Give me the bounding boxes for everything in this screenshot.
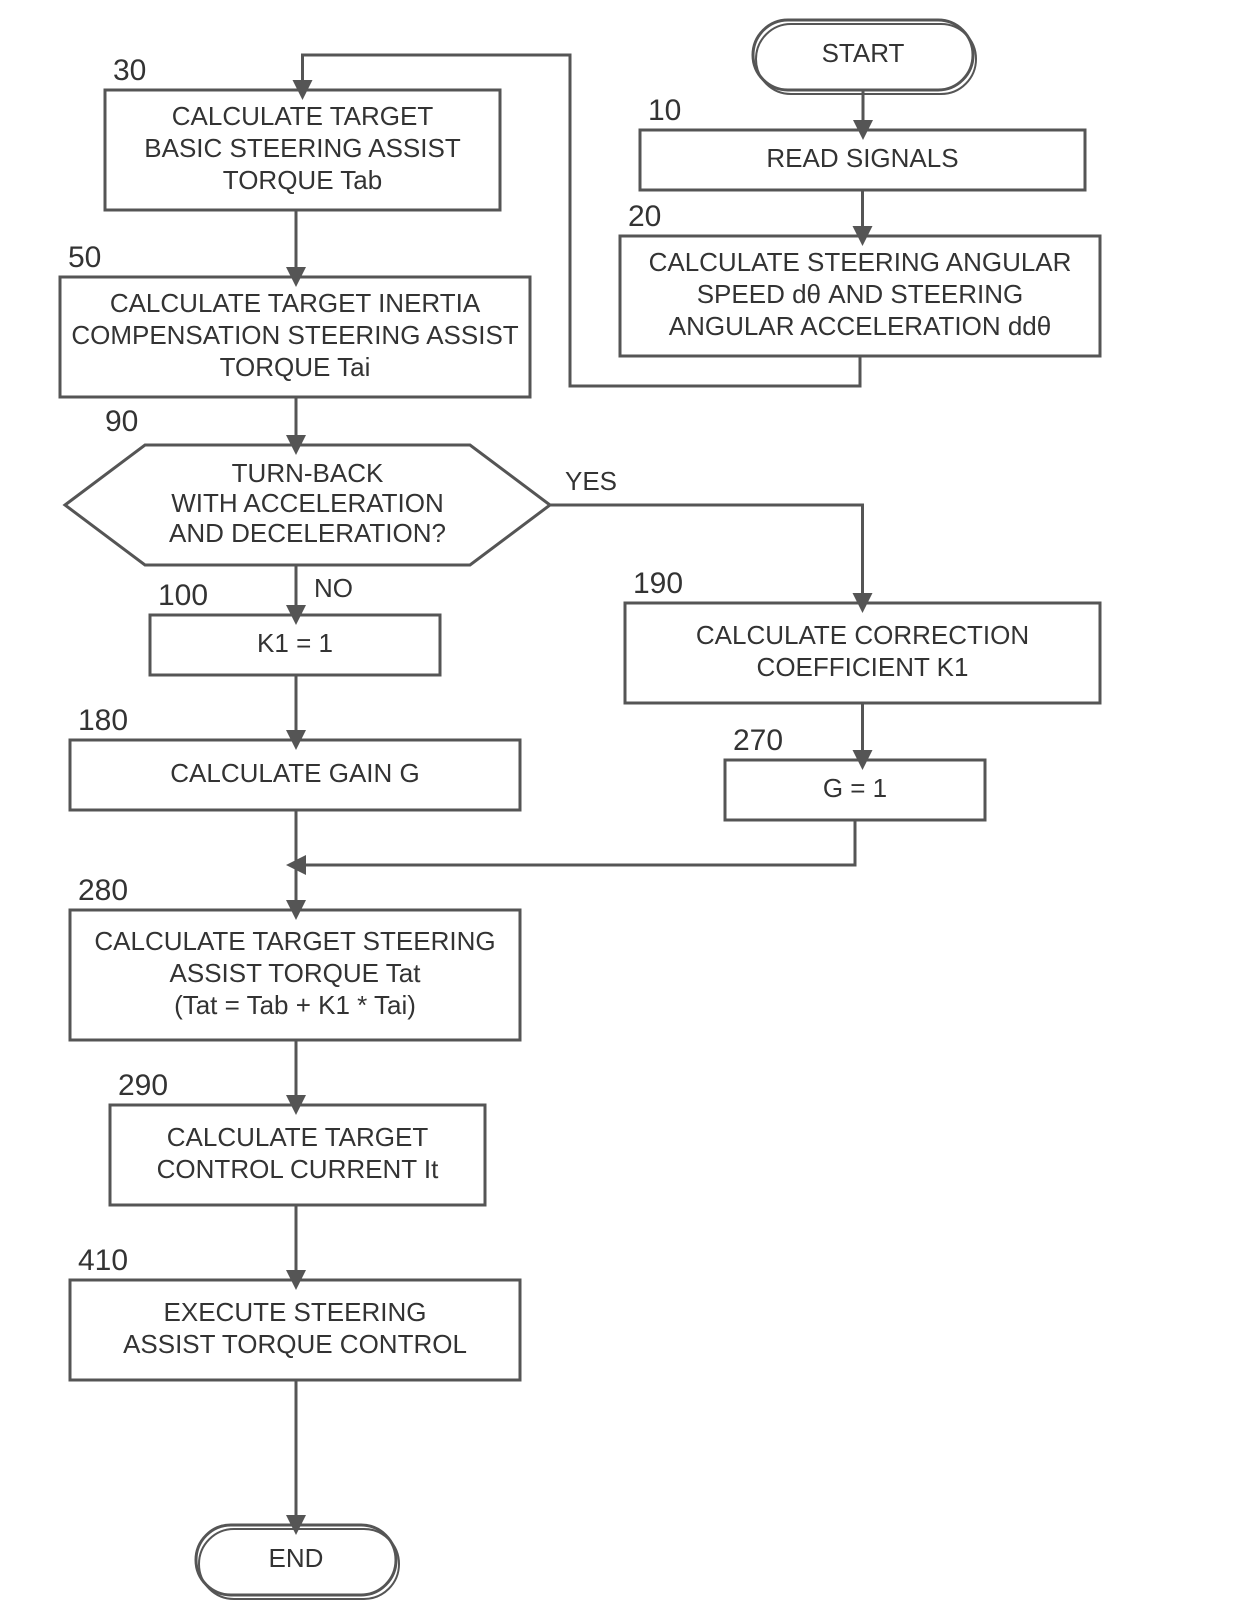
- step-20-label: 20: [628, 200, 661, 233]
- step-100-text: K1 = 1: [257, 628, 333, 658]
- step-190-text: CALCULATE CORRECTIONCOEFFICIENT K1: [696, 620, 1029, 682]
- end-terminal-label: END: [269, 1543, 324, 1573]
- text-line: CALCULATE CORRECTION: [696, 620, 1029, 650]
- start-terminal-label: START: [822, 38, 905, 68]
- flow-edge: [296, 820, 855, 865]
- text-line: ASSIST TORQUE CONTROL: [123, 1329, 467, 1359]
- step-190-label: 190: [633, 567, 683, 600]
- step-270-text: G = 1: [823, 773, 887, 803]
- text-line: START: [822, 38, 905, 68]
- text-line: CALCULATE TARGET INERTIA: [110, 288, 481, 318]
- text-line: K1 = 1: [257, 628, 333, 658]
- text-line: CALCULATE TARGET: [167, 1122, 429, 1152]
- step-410-text: EXECUTE STEERINGASSIST TORQUE CONTROL: [123, 1297, 467, 1359]
- step-10-label: 10: [648, 94, 681, 127]
- step-290-label: 290: [118, 1069, 168, 1102]
- step-290-text: CALCULATE TARGETCONTROL CURRENT It: [157, 1122, 439, 1184]
- text-line: CALCULATE TARGET: [172, 101, 434, 131]
- step-30-text: CALCULATE TARGETBASIC STEERING ASSISTTOR…: [144, 101, 461, 195]
- text-line: COMPENSATION STEERING ASSIST: [71, 320, 518, 350]
- step-180-label: 180: [78, 704, 128, 737]
- text-line: CONTROL CURRENT It: [157, 1154, 439, 1184]
- yes-label: YES: [565, 466, 617, 496]
- step-180-text: CALCULATE GAIN G: [170, 758, 419, 788]
- text-line: AND DECELERATION?: [169, 518, 446, 548]
- text-line: TURN-BACK: [232, 458, 384, 488]
- flow-edge: [550, 505, 863, 603]
- text-line: EXECUTE STEERING: [164, 1297, 427, 1327]
- text-line: G = 1: [823, 773, 887, 803]
- text-line: CALCULATE STEERING ANGULAR: [649, 247, 1072, 277]
- step-100-label: 100: [158, 579, 208, 612]
- text-line: ASSIST TORQUE Tat: [170, 958, 422, 988]
- step-50-text: CALCULATE TARGET INERTIACOMPENSATION STE…: [71, 288, 518, 382]
- step-410-label: 410: [78, 1244, 128, 1277]
- decision-text: TURN-BACKWITH ACCELERATIONAND DECELERATI…: [169, 458, 446, 548]
- text-line: READ SIGNALS: [766, 143, 958, 173]
- step-280-label: 280: [78, 874, 128, 907]
- text-line: COEFFICIENT K1: [757, 652, 969, 682]
- text-line: END: [269, 1543, 324, 1573]
- text-line: TORQUE Tab: [223, 165, 382, 195]
- text-line: SPEED dθ AND STEERING: [697, 279, 1024, 309]
- no-label: NO: [314, 573, 353, 603]
- step-50-label: 50: [68, 241, 101, 274]
- step-280-text: CALCULATE TARGET STEERINGASSIST TORQUE T…: [94, 926, 495, 1020]
- step-270-label: 270: [733, 724, 783, 757]
- text-line: CALCULATE TARGET STEERING: [94, 926, 495, 956]
- step-10-text: READ SIGNALS: [766, 143, 958, 173]
- text-line: BASIC STEERING ASSIST: [144, 133, 461, 163]
- text-line: CALCULATE GAIN G: [170, 758, 419, 788]
- text-line: WITH ACCELERATION: [171, 488, 444, 518]
- step-20-text: CALCULATE STEERING ANGULARSPEED dθ AND S…: [649, 247, 1072, 341]
- step-90-label: 90: [105, 405, 138, 438]
- text-line: TORQUE Tai: [220, 352, 371, 382]
- text-line: ANGULAR ACCELERATION ddθ: [669, 311, 1051, 341]
- text-line: (Tat = Tab + K1 * Tai): [174, 990, 416, 1020]
- step-30-label: 30: [113, 54, 146, 87]
